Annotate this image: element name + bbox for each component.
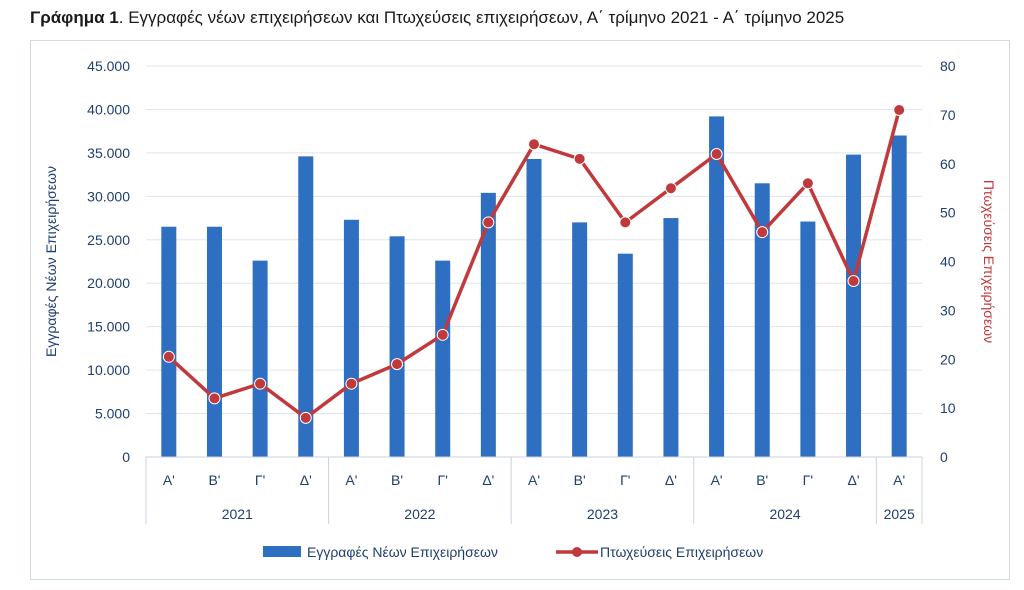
legend-label-bars: Εγγραφές Νέων Επιχειρήσεων (307, 544, 498, 560)
bar (480, 192, 496, 457)
line-point (710, 147, 723, 160)
line-point (482, 216, 495, 229)
line-point (893, 103, 906, 116)
line-point (436, 328, 449, 341)
y2-tick-label: 80 (940, 58, 956, 74)
bar (617, 253, 633, 457)
line-point (254, 377, 267, 390)
line-point (528, 138, 540, 151)
bar (572, 222, 588, 457)
chart-title: Γράφημα 1. Εγγραφές νέων επιχειρήσεων κα… (30, 8, 844, 28)
y-tick-label: 5.000 (95, 406, 130, 422)
category-label: Β' (756, 472, 768, 488)
y-tick-label: 40.000 (87, 101, 130, 117)
line-point (573, 152, 586, 165)
category-label: Β' (574, 472, 586, 488)
year-label: 2023 (587, 506, 618, 522)
category-label: Α' (893, 472, 905, 488)
bar (389, 236, 405, 457)
bar (709, 116, 725, 457)
bar (206, 226, 222, 457)
category-label: Δ' (482, 472, 494, 488)
y2-tick-label: 50 (940, 205, 956, 221)
line-point (664, 182, 677, 195)
y-tick-label: 0 (122, 449, 130, 465)
legend-label-line: Πτωχεύσεις Επιχειρήσεων (600, 544, 763, 560)
year-label: 2021 (222, 506, 253, 522)
line-point (345, 377, 358, 390)
bar (435, 260, 451, 457)
line-point (847, 275, 860, 288)
chart-frame (30, 40, 1010, 580)
chart-title-text: . Εγγραφές νέων επιχειρήσεων και Πτωχεύσ… (118, 8, 845, 27)
y2-tick-label: 10 (940, 400, 956, 416)
bar (526, 158, 542, 457)
line-point (162, 350, 175, 363)
bar (846, 154, 862, 458)
y2-tick-label: 0 (940, 449, 948, 465)
category-label: Α' (711, 472, 723, 488)
category-label: Δ' (665, 472, 677, 488)
category-label: Β' (208, 472, 220, 488)
line-point (756, 226, 769, 239)
bar (663, 218, 679, 457)
y-tick-label: 15.000 (87, 319, 130, 335)
line-point (801, 177, 814, 190)
category-label: Δ' (848, 472, 860, 488)
category-label: Α' (528, 472, 540, 488)
line-point (391, 358, 404, 371)
y-tick-label: 35.000 (87, 145, 130, 161)
y2-tick-label: 20 (940, 351, 956, 367)
line-point (299, 411, 312, 424)
category-label: Δ' (300, 472, 312, 488)
category-label: Β' (391, 472, 403, 488)
category-label: Γ' (803, 472, 813, 488)
line-point (208, 392, 221, 405)
line-point (619, 216, 632, 229)
bar (298, 156, 314, 457)
y2-axis-title: Πτωχεύσεις Επιχειρήσεων (981, 180, 997, 343)
bar (161, 226, 177, 457)
y-tick-label: 25.000 (87, 232, 130, 248)
y2-tick-label: 60 (940, 156, 956, 172)
bar (754, 183, 770, 458)
legend-swatch-bars (263, 546, 301, 557)
category-label: Α' (163, 472, 175, 488)
bar (343, 219, 359, 457)
y-tick-label: 10.000 (87, 362, 130, 378)
chart-title-prefix: Γράφημα 1 (30, 8, 119, 27)
category-label: Γ' (255, 472, 265, 488)
y2-tick-label: 30 (940, 302, 956, 318)
category-label: Α' (345, 472, 357, 488)
y-tick-label: 30.000 (87, 188, 130, 204)
year-label: 2022 (404, 506, 435, 522)
y-tick-label: 20.000 (87, 275, 130, 291)
bar (252, 260, 268, 457)
legend-swatch-marker (572, 547, 582, 557)
bar (891, 135, 907, 457)
year-label: 2024 (769, 506, 800, 522)
y-tick-label: 45.000 (87, 58, 130, 74)
y-axis-title: Εγγραφές Νέων Επιχειρήσεων (43, 166, 59, 357)
category-label: Γ' (620, 472, 630, 488)
bar (800, 221, 816, 457)
y2-tick-label: 70 (940, 107, 956, 123)
y2-tick-label: 40 (940, 254, 956, 270)
year-label: 2025 (884, 506, 915, 522)
category-label: Γ' (438, 472, 448, 488)
